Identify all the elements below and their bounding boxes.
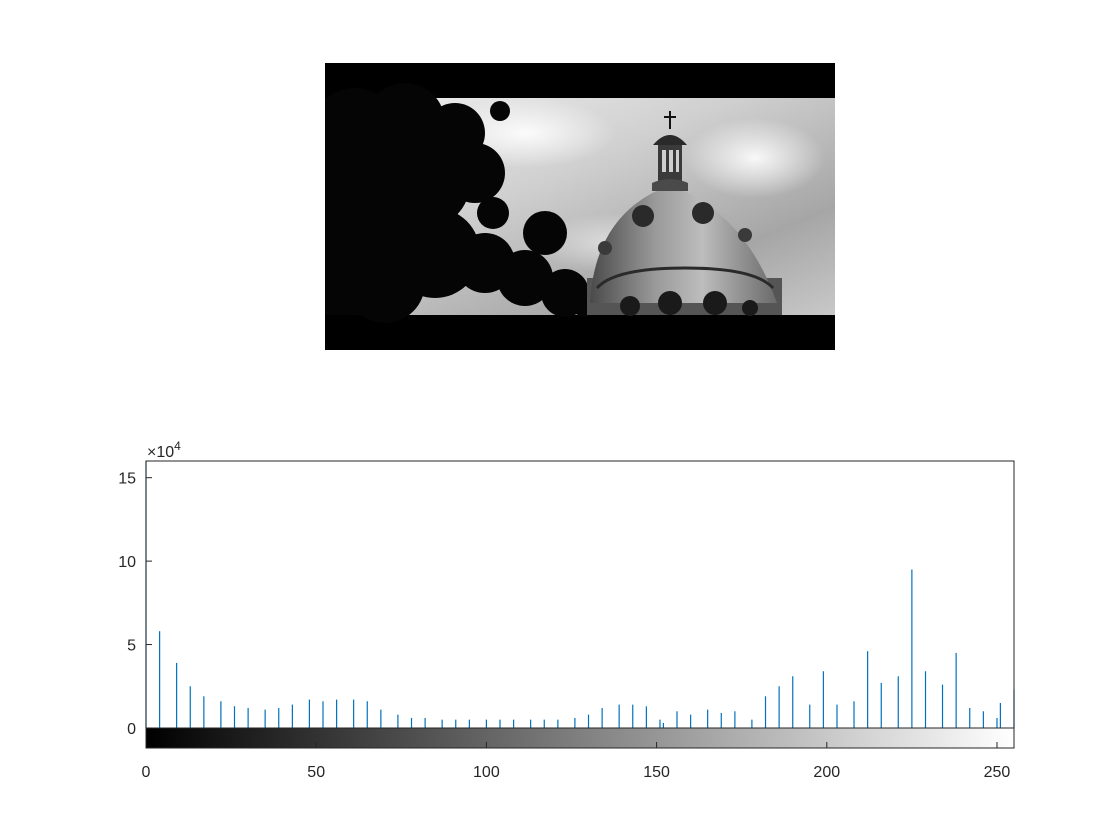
y-tick-label: 15 (118, 471, 136, 488)
y-axis-ticks: 0 5 10 15 (118, 471, 152, 738)
svg-text:×104: ×104 (147, 439, 181, 461)
x-tick-label: 250 (984, 764, 1011, 781)
y-exponent-base: ×10 (147, 444, 174, 461)
x-tick-label: 100 (473, 764, 500, 781)
x-tick-label: 50 (307, 764, 325, 781)
x-tick-label: 150 (643, 764, 670, 781)
y-tick-label: 10 (118, 554, 136, 571)
y-exponent-power: 4 (174, 439, 181, 453)
grayscale-photo (325, 63, 835, 350)
y-tick-label: 5 (127, 638, 136, 655)
x-tick-label: 0 (142, 764, 151, 781)
y-exponent-label: ×104 (147, 439, 181, 461)
grayscale-colorbar (146, 728, 1014, 748)
dome-building (587, 111, 782, 316)
y-tick-label: 0 (127, 721, 136, 738)
axes-box (145, 460, 1015, 749)
axes-border (145, 460, 1015, 749)
histogram-bars (145, 461, 1015, 728)
histogram-chart: ×104 0 50 100 150 200 250 0 5 10 15 (118, 439, 1015, 781)
x-tick-label: 200 (813, 764, 840, 781)
tree-silhouette (325, 83, 599, 323)
x-axis-ticks: 0 50 100 150 200 250 (142, 742, 1011, 781)
